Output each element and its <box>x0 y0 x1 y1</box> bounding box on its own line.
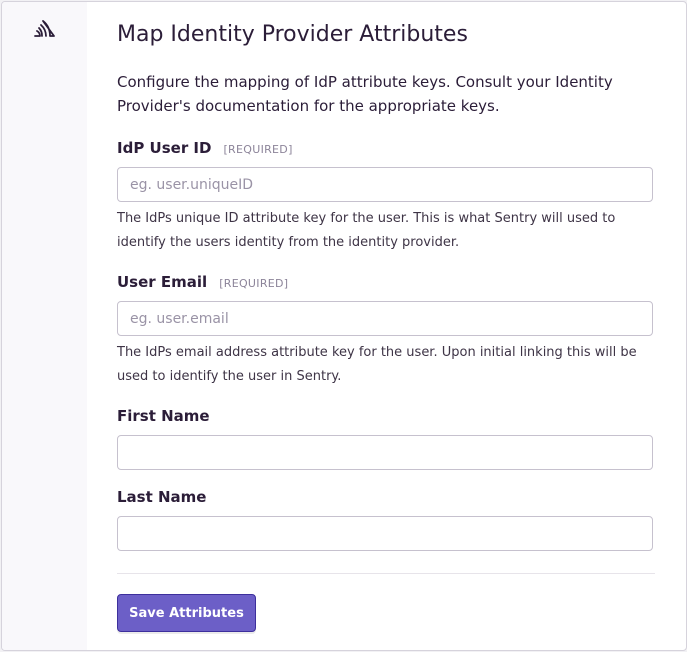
user-email-help: The IdPs email address attribute key for… <box>117 345 637 384</box>
idp-user-id-input[interactable] <box>117 167 653 202</box>
sidebar <box>2 2 87 650</box>
page-title: Map Identity Provider Attributes <box>117 22 468 47</box>
label-text: User Email <box>117 273 208 291</box>
required-tag: [REQUIRED] <box>223 143 293 156</box>
page-description: Configure the mapping of IdP attribute k… <box>117 73 613 115</box>
first-name-label: First Name <box>117 407 210 425</box>
required-tag: [REQUIRED] <box>219 277 289 290</box>
divider <box>117 573 655 574</box>
idp-user-id-label: IdP User ID [REQUIRED] <box>117 139 293 157</box>
user-email-label: User Email [REQUIRED] <box>117 273 288 291</box>
last-name-label: Last Name <box>117 488 207 506</box>
first-name-input[interactable] <box>117 435 653 470</box>
save-attributes-button[interactable]: Save Attributes <box>117 594 256 632</box>
sentry-logo-icon <box>34 20 55 37</box>
last-name-input[interactable] <box>117 516 653 551</box>
label-text: IdP User ID <box>117 139 212 157</box>
idp-user-id-help: The IdPs unique ID attribute key for the… <box>117 211 616 250</box>
user-email-input[interactable] <box>117 301 653 336</box>
